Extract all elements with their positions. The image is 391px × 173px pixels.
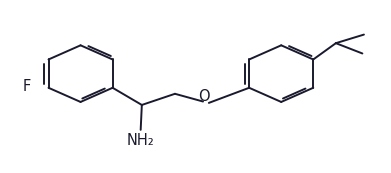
Text: O: O xyxy=(198,89,210,104)
Text: NH₂: NH₂ xyxy=(127,134,154,148)
Text: F: F xyxy=(23,79,31,94)
